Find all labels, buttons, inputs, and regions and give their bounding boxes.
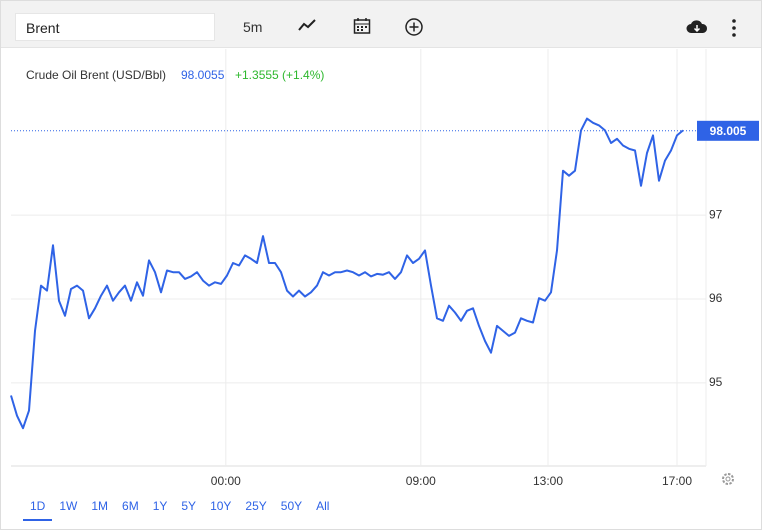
y-tick-label: 96 [709,291,723,305]
range-button[interactable]: 1Y [152,499,168,513]
price: 98.0055 [181,68,225,82]
toolbar: Brent 5m [1,1,761,48]
range-button[interactable]: 6M [122,499,139,513]
interval-button[interactable]: 5m [243,19,263,35]
menu-icon[interactable] [730,18,738,38]
settings-icon[interactable] [722,473,734,485]
range-button[interactable]: 1D [23,495,53,521]
chart-title: Crude Oil Brent (USD/Bbl) [26,68,166,82]
price-line [10,117,684,430]
add-icon[interactable] [404,17,424,37]
range-button[interactable]: 50Y [280,499,303,513]
download-icon[interactable] [686,19,708,35]
range-button[interactable]: 1M [91,499,109,513]
range-selector: 1D 1W 1M 6M 1Y 5Y 10Y 25Y 50Y All [23,495,336,521]
last-price-tag [697,120,759,141]
y-tick-label: 97 [709,207,723,221]
y-tick-label: 95 [709,375,723,389]
line-type-icon[interactable] [297,17,317,33]
search-box[interactable]: Brent [15,13,215,41]
x-tick-label: 13:00 [533,474,563,488]
change: +1.3555 (+1.4%) [235,68,324,82]
range-button[interactable]: 10Y [210,499,232,513]
x-tick-label: 17:00 [662,474,692,488]
last-price-label: 98.005 [710,124,747,138]
plot-layer: 95 96 97 00:00 09:00 13:00 17:00 [11,49,723,488]
range-button[interactable]: All [316,499,330,513]
range-button[interactable]: 5Y [181,499,197,513]
range-button[interactable]: 1W [59,499,78,513]
range-button[interactable]: 25Y [245,499,267,513]
x-tick-label: 00:00 [211,474,241,488]
x-tick-label: 09:00 [406,474,436,488]
calendar-icon[interactable] [353,17,371,35]
